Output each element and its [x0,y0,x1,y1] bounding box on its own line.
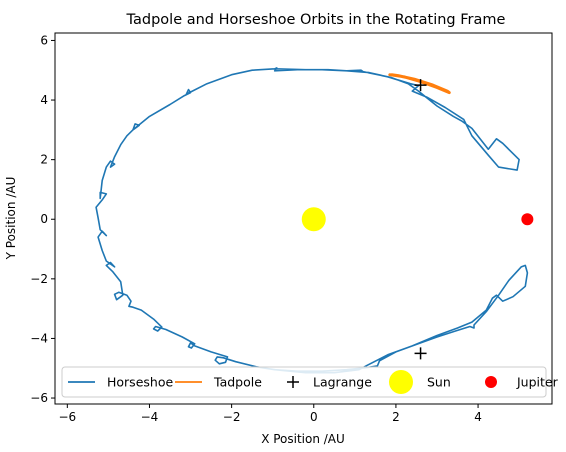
y-tick-label: −4 [30,331,48,345]
legend-label-jupiter: Jupiter [516,375,559,390]
series-line-horseshoe-southern-loops [273,264,529,374]
x-tick-label: 2 [392,410,400,424]
series-line-horseshoe [95,67,520,371]
legend: Horseshoe Tadpole Lagrange Sun Jupiter [61,366,559,398]
legend-label-lagrange: Lagrange [313,375,372,390]
x-tick-label: −6 [58,410,76,424]
lagrange-point-marker [414,79,427,92]
legend-items: Horseshoe Tadpole Lagrange Sun Jupiter [68,370,559,394]
series-line-tadpole [388,73,451,95]
legend-swatch-jupiter [485,376,497,388]
y-tick-label: 4 [40,93,48,107]
plot-frame [54,32,553,405]
legend-swatch-sun [389,370,413,394]
y-tick-label: 0 [40,212,48,226]
y-tick-label: −2 [30,272,48,286]
x-tick-label: −2 [223,410,241,424]
y-tick-label: −6 [30,391,48,405]
jupiter-marker [521,213,534,226]
chart-title: Tadpole and Horseshoe Orbits in the Rota… [126,12,506,28]
legend-box [61,366,547,398]
y-tick-label: 6 [40,33,48,47]
legend-swatch-lagrange [287,376,299,388]
y-tick-label: 2 [40,153,48,167]
series-layer [95,67,534,374]
x-axis-title: X Position /AU [261,432,345,446]
legend-label-tadpole: Tadpole [213,375,262,390]
legend-label-sun: Sun [427,375,451,390]
lagrange-point-marker [414,347,427,360]
plot-area: −6 −4 −2 0 2 4 −6 −4 −2 0 2 4 6 [30,32,553,424]
x-tick-label: 4 [474,410,482,424]
x-tick-label: 0 [310,410,318,424]
ticks-layer: −6 −4 −2 0 2 4 −6 −4 −2 0 2 4 6 [30,33,482,424]
legend-label-horseshoe: Horseshoe [107,375,173,390]
x-tick-label: −4 [141,410,159,424]
sun-marker [301,207,326,232]
y-axis-title: Y Position /AU [4,177,18,261]
